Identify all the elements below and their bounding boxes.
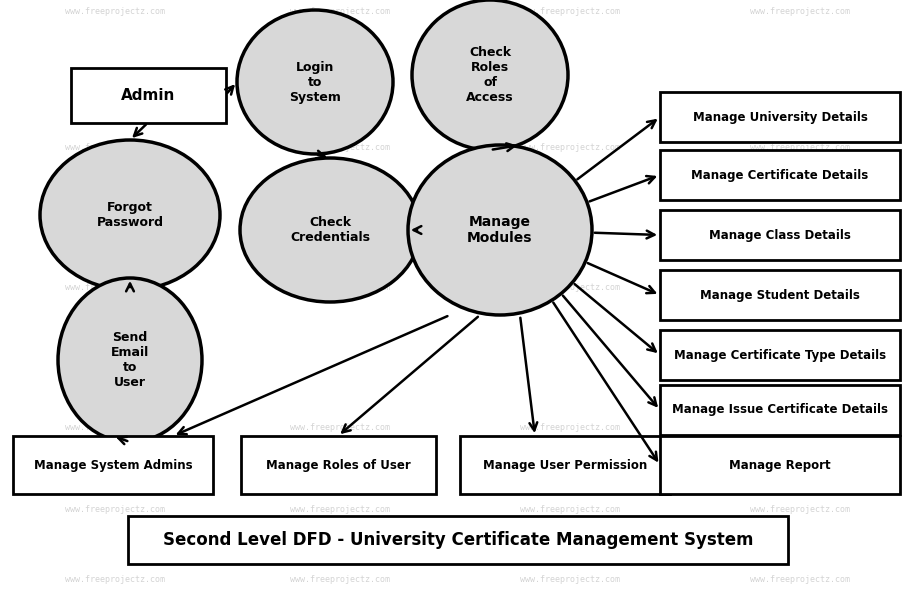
Text: www.freeprojectz.com: www.freeprojectz.com — [520, 284, 620, 292]
Text: Check
Roles
of
Access: Check Roles of Access — [466, 46, 514, 104]
Text: www.freeprojectz.com: www.freeprojectz.com — [290, 423, 390, 433]
Text: Manage Report: Manage Report — [729, 458, 831, 471]
Text: www.freeprojectz.com: www.freeprojectz.com — [65, 143, 165, 153]
Text: Manage
Modules: Manage Modules — [467, 215, 533, 245]
Text: www.freeprojectz.com: www.freeprojectz.com — [520, 575, 620, 584]
Text: Second Level DFD - University Certificate Management System: Second Level DFD - University Certificat… — [163, 531, 753, 549]
FancyBboxPatch shape — [13, 436, 213, 494]
Ellipse shape — [58, 278, 202, 442]
FancyBboxPatch shape — [660, 385, 900, 435]
Text: www.freeprojectz.com: www.freeprojectz.com — [65, 423, 165, 433]
FancyBboxPatch shape — [241, 436, 435, 494]
Text: Send
Email
to
User: Send Email to User — [111, 331, 149, 389]
Text: Manage Certificate Details: Manage Certificate Details — [692, 169, 868, 182]
FancyBboxPatch shape — [660, 270, 900, 320]
Text: www.freeprojectz.com: www.freeprojectz.com — [520, 143, 620, 153]
Text: www.freeprojectz.com: www.freeprojectz.com — [65, 284, 165, 292]
Text: www.freeprojectz.com: www.freeprojectz.com — [750, 284, 850, 292]
Text: www.freeprojectz.com: www.freeprojectz.com — [65, 8, 165, 17]
Text: www.freeprojectz.com: www.freeprojectz.com — [520, 506, 620, 514]
FancyBboxPatch shape — [660, 210, 900, 260]
Text: www.freeprojectz.com: www.freeprojectz.com — [520, 423, 620, 433]
FancyBboxPatch shape — [660, 92, 900, 142]
Text: www.freeprojectz.com: www.freeprojectz.com — [65, 575, 165, 584]
Text: Manage Roles of User: Manage Roles of User — [266, 458, 410, 471]
Text: www.freeprojectz.com: www.freeprojectz.com — [750, 575, 850, 584]
FancyBboxPatch shape — [460, 436, 670, 494]
Ellipse shape — [412, 0, 568, 150]
Text: www.freeprojectz.com: www.freeprojectz.com — [65, 506, 165, 514]
Text: www.freeprojectz.com: www.freeprojectz.com — [290, 506, 390, 514]
FancyBboxPatch shape — [660, 150, 900, 200]
Text: www.freeprojectz.com: www.freeprojectz.com — [290, 575, 390, 584]
Text: Manage Student Details: Manage Student Details — [700, 288, 860, 301]
Text: Check
Credentials: Check Credentials — [290, 216, 370, 244]
Text: Manage Certificate Type Details: Manage Certificate Type Details — [674, 349, 886, 362]
Text: www.freeprojectz.com: www.freeprojectz.com — [750, 506, 850, 514]
FancyBboxPatch shape — [71, 67, 225, 123]
Text: Admin: Admin — [121, 88, 175, 102]
Text: www.freeprojectz.com: www.freeprojectz.com — [750, 423, 850, 433]
Text: Login
to
System: Login to System — [289, 60, 341, 104]
Text: www.freeprojectz.com: www.freeprojectz.com — [750, 143, 850, 153]
Text: www.freeprojectz.com: www.freeprojectz.com — [750, 8, 850, 17]
Text: www.freeprojectz.com: www.freeprojectz.com — [290, 143, 390, 153]
Text: Manage Issue Certificate Details: Manage Issue Certificate Details — [672, 404, 888, 417]
Text: Manage University Details: Manage University Details — [692, 111, 867, 124]
Text: Forgot
Password: Forgot Password — [96, 201, 163, 229]
Ellipse shape — [237, 10, 393, 154]
Ellipse shape — [240, 158, 420, 302]
Text: www.freeprojectz.com: www.freeprojectz.com — [520, 8, 620, 17]
Ellipse shape — [40, 140, 220, 290]
Ellipse shape — [408, 145, 592, 315]
Text: www.freeprojectz.com: www.freeprojectz.com — [290, 284, 390, 292]
Text: Manage User Permission: Manage User Permission — [483, 458, 647, 471]
Text: Manage System Admins: Manage System Admins — [34, 458, 192, 471]
FancyBboxPatch shape — [660, 330, 900, 380]
Text: www.freeprojectz.com: www.freeprojectz.com — [290, 8, 390, 17]
FancyBboxPatch shape — [128, 516, 788, 564]
Text: Manage Class Details: Manage Class Details — [709, 229, 851, 242]
FancyBboxPatch shape — [660, 436, 900, 494]
